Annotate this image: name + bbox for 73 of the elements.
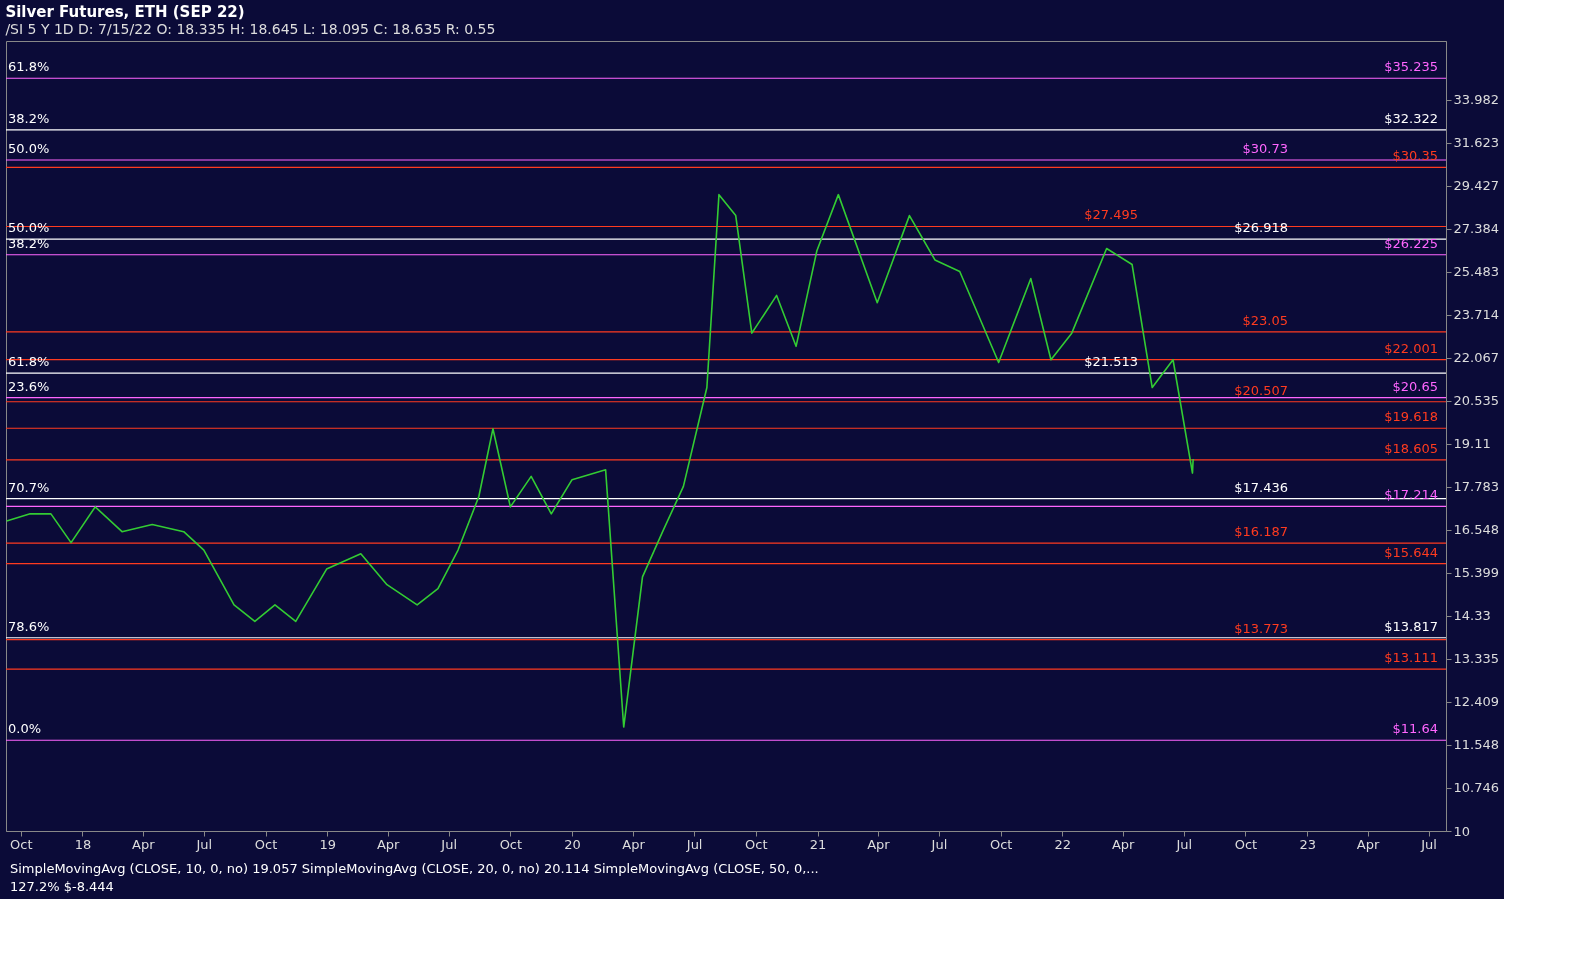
x-tick-label: 23: [1299, 836, 1316, 852]
annotation: 0.0%: [8, 721, 42, 737]
ref-line-label: $32.322: [1384, 110, 1438, 126]
y-tick-label: 14.33: [1453, 608, 1491, 624]
x-tick-label: Oct: [745, 836, 768, 852]
chart-title: Silver Futures, ETH (SEP 22): [5, 3, 245, 21]
ref-line-label: $22.001: [1384, 340, 1438, 356]
y-tick-label: 19.11: [1453, 436, 1491, 452]
ref-line-label: $27.495: [1084, 207, 1138, 223]
x-tick-label: Jul: [1420, 836, 1437, 852]
ref-line-label: $18.605: [1384, 440, 1438, 456]
y-tick-label: 10.746: [1453, 780, 1499, 796]
x-tick-label: Jul: [685, 836, 703, 852]
annotation: 38.2%: [8, 235, 50, 251]
y-tick-label: 15.399: [1453, 565, 1499, 581]
y-tick-label: 17.783: [1453, 479, 1499, 495]
annotation: 23.6%: [8, 378, 50, 394]
y-tick-label: 22.067: [1453, 350, 1499, 366]
text: 127.2% $-8.444: [10, 879, 114, 894]
y-tick-label: 12.409: [1453, 694, 1499, 710]
x-tick-label: Jul: [1175, 836, 1193, 852]
y-tick-label: 33.982: [1453, 92, 1499, 108]
ref-line-label: $30.35: [1392, 148, 1438, 164]
y-tick-label: 13.335: [1453, 651, 1499, 667]
annotation: 50.0%: [8, 141, 50, 156]
ref-line-label: $13.773: [1234, 620, 1288, 636]
ref-line-label: $15.644: [1384, 544, 1438, 560]
chart-subtitle: /SI 5 Y 1D D: 7/15/22 O: 18.335 H: 18.645 L: 18.095 C: 18.635 R: 0.55: [5, 21, 496, 37]
ref-line-label: $30.73: [1242, 141, 1288, 156]
x-tick-label: Jul: [440, 836, 458, 852]
ref-line-label: $13.111: [1384, 650, 1438, 666]
y-tick-label: 31.623: [1453, 135, 1499, 151]
ref-line-label: $20.507: [1234, 382, 1288, 398]
ref-line-label: $16.187: [1234, 524, 1288, 540]
annotation: 38.2%: [8, 110, 50, 126]
x-tick-label: Apr: [1356, 836, 1380, 852]
ref-line-label: $17.436: [1234, 479, 1288, 495]
x-tick-label: 20: [564, 836, 581, 852]
x-tick-label: 22: [1054, 836, 1072, 852]
ref-line-label: $20.65: [1392, 378, 1438, 394]
ref-line-label: $26.225: [1384, 235, 1438, 251]
annotation: 70.7%: [8, 479, 50, 495]
x-tick-label: Apr: [376, 836, 401, 852]
x-tick-label: 19: [319, 836, 337, 852]
y-tick-label: 20.535: [1453, 393, 1499, 409]
y-tick-label: 10: [1453, 823, 1471, 839]
x-tick-label: 21: [809, 836, 827, 852]
x-tick-label: 18: [74, 836, 92, 852]
y-tick-label: 25.483: [1453, 264, 1499, 280]
x-tick-label: Oct: [499, 836, 523, 852]
y-tick-label: 23.714: [1453, 307, 1499, 323]
annotation: 78.6%: [8, 618, 50, 634]
x-tick-label: Apr: [622, 836, 646, 852]
ref-line-label: $35.235: [1384, 59, 1438, 75]
x-tick-label: Jul: [195, 836, 213, 852]
ref-line-label: $23.05: [1242, 312, 1288, 328]
x-tick-label: Oct: [989, 836, 1013, 852]
y-tick-label: 11.548: [1453, 737, 1499, 753]
annotation: 61.8%: [8, 59, 50, 75]
y-tick-label: 29.427: [1453, 178, 1499, 194]
x-tick-label: Oct: [1234, 836, 1258, 852]
x-tick-label: Jul: [930, 836, 948, 852]
x-tick-label: Apr: [132, 836, 156, 852]
x-tick-label: Apr: [867, 836, 891, 852]
y-tick-label: 27.384: [1453, 221, 1499, 237]
x-tick-label: Oct: [254, 836, 278, 852]
text: SimpleMovingAvg (CLOSE, 10, 0, no) 19.057 SimpleMovingAvg (CLOSE, 20, 0, no) 20.114 SimpleMovingAvg (CLOSE, 50, 0,...: [10, 861, 819, 876]
ref-line-label: $19.618: [1384, 409, 1438, 425]
ref-line-label: $13.817: [1384, 618, 1438, 634]
y-tick-label: 16.548: [1453, 522, 1499, 538]
x-tick-label: Apr: [1111, 836, 1136, 852]
ref-line-label: $11.64: [1392, 721, 1438, 737]
x-tick-label: Oct: [10, 836, 33, 852]
